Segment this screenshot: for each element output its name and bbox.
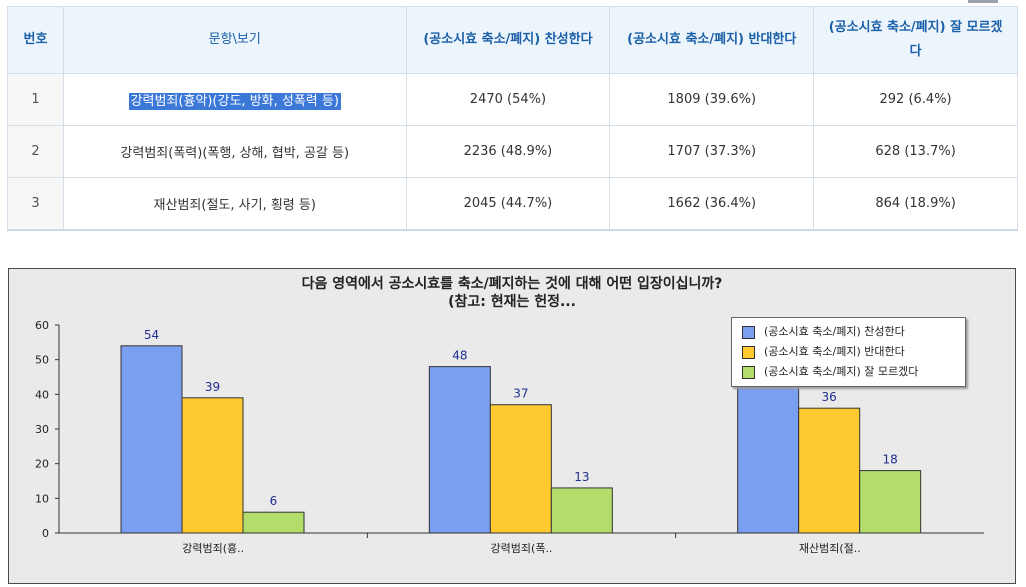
bar — [859, 470, 922, 534]
row-number: 3 — [7, 177, 64, 230]
y-tick-label: 60 — [35, 319, 49, 332]
x-category-label: 강력범죄(흉.. — [182, 541, 244, 555]
bar — [489, 404, 552, 534]
bar-value-label: 54 — [144, 328, 159, 342]
header-disagree: (공소시효 축소/폐지) 반대한다 — [609, 6, 815, 74]
row-item: 강력범죄(폭력)(폭행, 상해, 협박, 공갈 등) — [62, 125, 407, 178]
table-row: 2 강력범죄(폭력)(폭행, 상해, 협박, 공갈 등) 2236 (48.9%… — [7, 125, 1018, 178]
legend-swatch — [742, 346, 755, 359]
bar-value-label: 37 — [513, 387, 528, 401]
header-agree: (공소시효 축소/폐지) 찬성한다 — [405, 6, 611, 74]
row-unsure: 292 (6.4%) — [813, 73, 1018, 126]
toolbar-icon — [968, 0, 998, 3]
bar — [120, 345, 183, 534]
y-tick-label: 30 — [35, 423, 49, 436]
row-agree: 2236 (48.9%) — [405, 125, 611, 178]
bar-chart: 다음 영역에서 공소시효를 축소/폐지하는 것에 대해 어떤 입장이십니까? (… — [8, 268, 1016, 584]
y-tick-label: 40 — [35, 388, 49, 401]
table-header-row: 번호 문항\보기 (공소시효 축소/폐지) 찬성한다 (공소시효 축소/폐지) … — [7, 6, 1018, 74]
bar — [428, 366, 491, 534]
chart-title-line1: 다음 영역에서 공소시효를 축소/폐지하는 것에 대해 어떤 입장이십니까? — [301, 276, 723, 292]
divider — [7, 230, 1018, 231]
y-tick-label: 20 — [35, 458, 49, 471]
y-tick-label: 50 — [35, 354, 49, 367]
row-item[interactable]: 강력범죄(흉악)(강도, 방화, 성폭력 등) — [62, 73, 407, 126]
row-disagree: 1809 (39.6%) — [609, 73, 815, 126]
y-tick-label: 0 — [42, 527, 49, 540]
row-unsure: 864 (18.9%) — [813, 177, 1018, 230]
row-number: 2 — [7, 125, 64, 178]
chart-title: 다음 영역에서 공소시효를 축소/폐지하는 것에 대해 어떤 입장이십니까? (… — [9, 275, 1015, 311]
table-row: 3 재산범죄(절도, 사기, 횡령 등) 2045 (44.7%) 1662 (… — [7, 177, 1018, 230]
legend-label: (공소시효 축소/폐지) 잘 모르겠다 — [764, 365, 919, 378]
row-agree: 2470 (54%) — [405, 73, 611, 126]
bar — [242, 511, 305, 534]
bar-value-label: 48 — [452, 349, 467, 363]
x-category-label: 재산범죄(절.. — [799, 542, 861, 555]
table-row: 1 강력범죄(흉악)(강도, 방화, 성폭력 등) 2470 (54%) 180… — [7, 73, 1018, 126]
chart-legend: (공소시효 축소/폐지) 찬성한다 (공소시효 축소/폐지) 반대한다 (공소시… — [731, 317, 966, 387]
header-unsure: (공소시효 축소/폐지) 잘 모르겠다 — [813, 6, 1018, 74]
header-number: 번호 — [7, 6, 64, 74]
row-agree: 2045 (44.7%) — [405, 177, 611, 230]
chart-plot: 0 10 20 30 40 50 60 54 39 6 강력범죄(흉.. 48 37 13 강력범죄(폭..… — [35, 319, 984, 555]
bar-value-label: 39 — [205, 380, 220, 394]
selected-text[interactable]: 강력범죄(흉악)(강도, 방화, 성폭력 등) — [128, 93, 341, 110]
legend-swatch — [742, 326, 755, 339]
bar-value-label: 6 — [270, 494, 278, 508]
bar-value-label: 18 — [883, 453, 898, 467]
row-disagree: 1662 (36.4%) — [609, 177, 815, 230]
bar — [798, 407, 861, 534]
row-item: 재산범죄(절도, 사기, 횡령 등) — [62, 177, 407, 230]
row-unsure: 628 (13.7%) — [813, 125, 1018, 178]
row-number: 1 — [7, 73, 64, 126]
bar — [181, 397, 244, 534]
bar-value-label: 13 — [574, 470, 589, 484]
bar-value-label: 36 — [822, 390, 837, 404]
x-category-label: 강력범죄(폭.. — [491, 542, 553, 555]
bar — [737, 376, 800, 534]
y-tick-label: 10 — [35, 492, 49, 505]
legend-swatch — [742, 366, 755, 379]
row-disagree: 1707 (37.3%) — [609, 125, 815, 178]
legend-label: (공소시효 축소/폐지) 찬성한다 — [764, 325, 905, 338]
bar — [550, 487, 613, 534]
header-question: 문항\보기 — [62, 6, 407, 74]
legend-label: (공소시효 축소/폐지) 반대한다 — [764, 345, 905, 358]
results-table: 번호 문항\보기 (공소시효 축소/폐지) 찬성한다 (공소시효 축소/폐지) … — [7, 6, 1018, 230]
chart-title-line2: (참고: 현재는 헌정... — [448, 294, 576, 310]
